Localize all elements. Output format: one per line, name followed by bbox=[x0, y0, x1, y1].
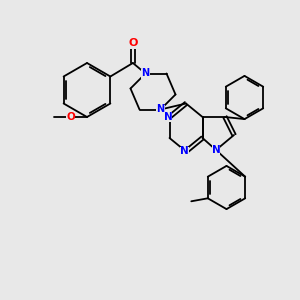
Text: N: N bbox=[141, 68, 150, 79]
Text: N: N bbox=[164, 112, 172, 122]
Text: N: N bbox=[212, 145, 220, 155]
Text: O: O bbox=[66, 112, 75, 122]
Text: O: O bbox=[128, 38, 138, 49]
Text: N: N bbox=[156, 104, 165, 115]
Text: N: N bbox=[180, 146, 189, 157]
